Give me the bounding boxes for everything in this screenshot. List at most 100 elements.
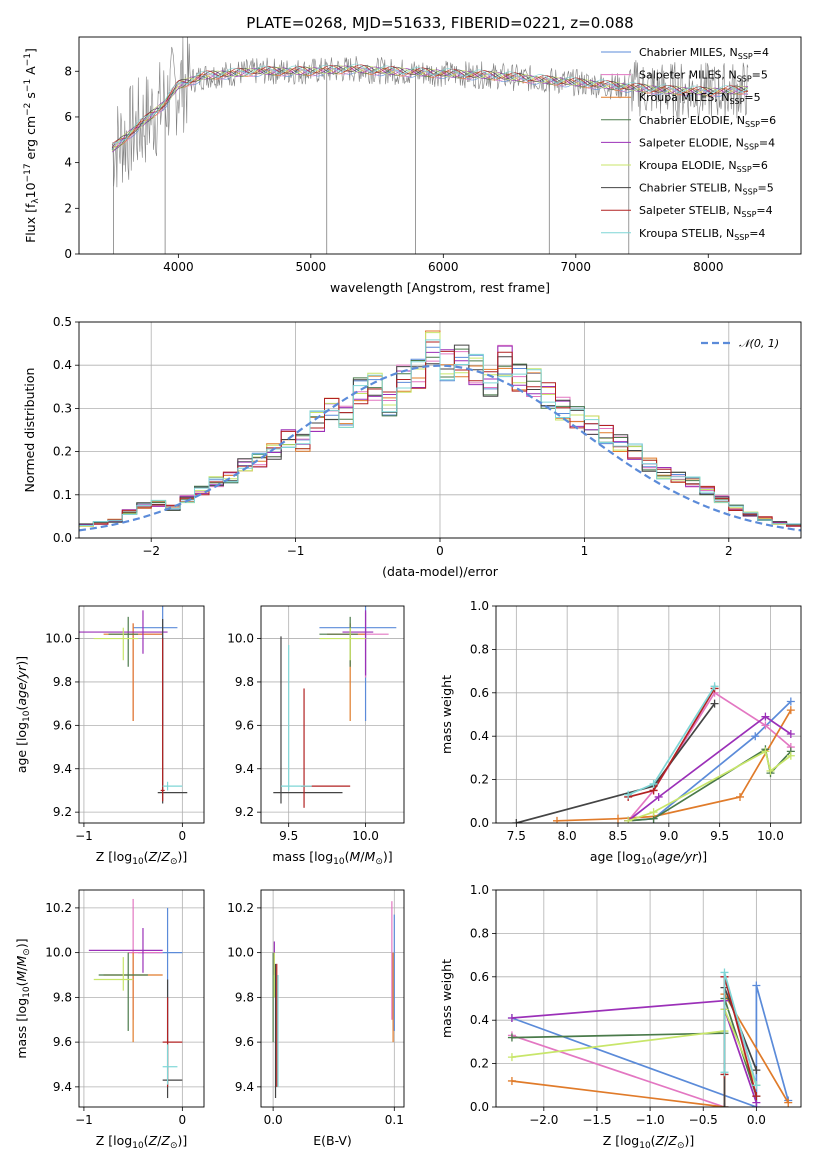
x-axis-label: wavelength [Angstrom, rest frame] xyxy=(330,280,550,295)
x-axis-label-part: Z [log xyxy=(96,849,132,864)
legend-subscript: SSP xyxy=(738,52,753,61)
y-axis-label-part: M xyxy=(14,971,29,982)
x-axis-label-part: Z [log xyxy=(603,1133,639,1148)
legend-entry: Chabrier ELODIE, NSSP=6 xyxy=(639,114,776,129)
x-axis-label-part: Z xyxy=(148,849,158,864)
mass-weight-marker xyxy=(710,699,719,708)
x-axis-label-part: wavelength [Angstrom, rest frame] xyxy=(330,280,550,295)
x-axis-label-part: Z [log xyxy=(96,1133,132,1148)
x-axis-label-part: Z xyxy=(160,1133,170,1148)
model-spectrum-line xyxy=(111,65,749,152)
plot-area xyxy=(111,37,749,254)
mass-weight-marker xyxy=(761,747,770,756)
x-axis-label-part: M xyxy=(365,849,376,864)
x-axis-label-part: / xyxy=(157,1133,162,1148)
y-axis-label-part: mass weight xyxy=(439,675,454,754)
x-tick-label: 0.0 xyxy=(264,1113,283,1127)
legend-model-name: Chabrier STELIB, N xyxy=(639,182,743,195)
y-axis-label-part: Flux [f xyxy=(23,203,38,243)
x-tick-label: −0.5 xyxy=(689,1113,718,1127)
y-axis-label-part: Normed distribution xyxy=(22,368,37,493)
mass-weight-line xyxy=(511,999,758,1103)
mass-weight-marker xyxy=(507,1033,516,1042)
mass-weight-marker xyxy=(720,1068,729,1077)
x-tick-label: 9.0 xyxy=(659,829,678,843)
y-axis-label-part: M xyxy=(14,955,29,966)
y-axis-label-part: −1 xyxy=(23,53,33,66)
y-axis-label-part: 10 xyxy=(23,182,38,198)
mass-weight-line xyxy=(723,976,758,1097)
mass-weight-marker xyxy=(507,1014,516,1023)
model-spectrum-line xyxy=(111,63,749,145)
legend-model-name: Salpeter MILES, N xyxy=(639,69,737,82)
x-tick-label: −2.0 xyxy=(529,1113,558,1127)
residual-histogram-panel: −2 −1 0 1 2 0.0 0.1 0.2 0.3 0.4 0.5 𝒩(0, 1) (data-mo… xyxy=(22,315,802,579)
legend-subscript: SSP xyxy=(737,165,752,174)
x-axis-label-part: / xyxy=(157,849,162,864)
axes-frame xyxy=(78,605,205,824)
mass-weight-marker xyxy=(654,792,663,801)
x-axis-label: Z [log10(Z/Z⊙)] xyxy=(603,1133,695,1151)
mass-weight-line xyxy=(627,685,716,796)
mass-weight-marker xyxy=(720,1103,729,1107)
mass-weight-marker xyxy=(786,730,795,739)
y-tick-label: 9.4 xyxy=(235,1080,254,1094)
x-tick-label: 9.5 xyxy=(710,829,729,843)
y-tick-label: 9.6 xyxy=(53,1035,72,1049)
y-axis-label-part: −1 xyxy=(23,79,33,92)
legend-subscript: SSP xyxy=(734,233,749,242)
x-axis-label-part: ⊙ xyxy=(170,857,178,867)
y-tick-label: 9.6 xyxy=(53,718,72,732)
gaussian-curve xyxy=(79,364,801,532)
x-tick-label: 1 xyxy=(581,544,589,558)
y-axis-label-part: −2 xyxy=(23,103,33,116)
y-tick-label: 0.8 xyxy=(470,926,489,940)
y-tick-label: 4 xyxy=(64,156,72,170)
y-tick-label: 0.0 xyxy=(53,531,72,545)
y-axis-label-part: age/yr xyxy=(14,665,29,706)
x-axis-label-part: )] xyxy=(684,1133,694,1148)
x-axis-label-part: Z xyxy=(160,849,170,864)
legend-nssp: =5 xyxy=(752,69,768,82)
y-tick-label: 0.0 xyxy=(470,816,489,830)
legend-model-name: Salpeter STELIB, N xyxy=(639,204,741,217)
legend-model-name: Chabrier MILES, N xyxy=(639,46,738,59)
y-axis-label: age [log10(age/yr)] xyxy=(14,656,32,773)
mass-weight-marker xyxy=(624,816,633,823)
legend-model-name: Salpeter ELODIE, N xyxy=(639,136,744,149)
x-tick-label: −1.0 xyxy=(636,1113,665,1127)
y-tick-label: 9.8 xyxy=(235,990,254,1004)
mass-weight-line xyxy=(511,985,790,1107)
x-tick-label: 0 xyxy=(179,829,187,843)
x-axis-label-part: M xyxy=(350,849,361,864)
x-tick-label: 0 xyxy=(179,1113,187,1127)
model-spectrum-line xyxy=(111,66,749,148)
y-tick-label: 9.4 xyxy=(235,762,254,776)
legend-nssp: =4 xyxy=(749,227,765,240)
x-tick-label: 0.1 xyxy=(385,1113,404,1127)
axes-frame xyxy=(260,605,405,824)
y-tick-label: 9.8 xyxy=(53,990,72,1004)
y-tick-label: 0.2 xyxy=(53,445,72,459)
y-axis-label-part: )] xyxy=(14,938,29,948)
legend-nssp: =5 xyxy=(744,91,760,104)
x-axis-label-part: E(B-V) xyxy=(313,1133,352,1148)
y-axis-label-part: )] xyxy=(14,656,29,666)
y-tick-label: 0.6 xyxy=(470,970,489,984)
legend-entry: Salpeter STELIB, NSSP=4 xyxy=(639,204,773,219)
x-axis-label-part: 10 xyxy=(333,857,345,867)
x-axis-label-part: )] xyxy=(383,849,393,864)
y-tick-label: 9.4 xyxy=(53,1080,72,1094)
axes-frame xyxy=(78,321,802,539)
y-axis-label-part: ( xyxy=(14,982,29,987)
x-tick-label: 6000 xyxy=(428,260,459,274)
x-axis-label-part: )] xyxy=(177,849,187,864)
mass-weight-marker xyxy=(507,1053,516,1062)
legend-entry: Chabrier MILES, NSSP=4 xyxy=(639,46,769,61)
y-axis-label-part: 10 xyxy=(22,986,32,998)
mass-weight-marker xyxy=(752,1092,761,1101)
mass-weight-vs-age-panel: 7.5 8.0 8.5 9.0 9.5 10.0 0.0 0.2 0.4 0.6 0.8 1.0 mas… xyxy=(439,599,802,867)
y-tick-label: 0 xyxy=(64,247,72,261)
x-tick-label: 10.0 xyxy=(757,829,784,843)
model-spectrum-line xyxy=(111,64,749,145)
